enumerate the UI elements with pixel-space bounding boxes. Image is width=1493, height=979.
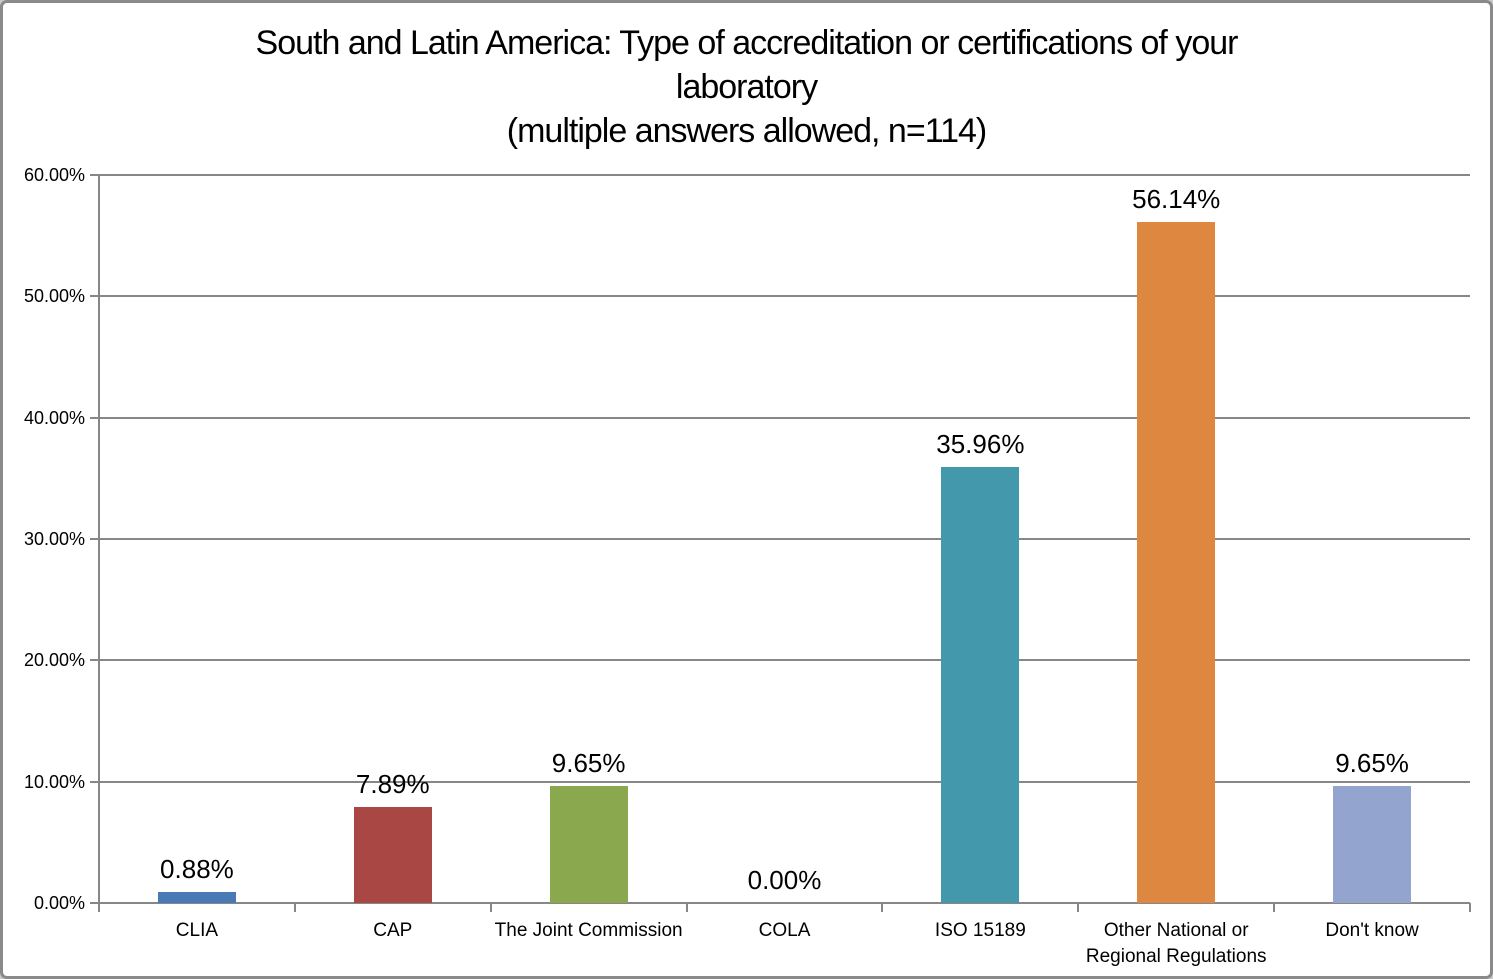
y-axis-tick-label: 40.00% <box>23 407 85 428</box>
y-axis-tick-label: 10.00% <box>23 771 85 792</box>
x-axis-tick <box>685 903 688 912</box>
y-axis-tick-label: 30.00% <box>23 529 85 549</box>
data-label: 0.00% <box>747 865 822 895</box>
y-gridline <box>99 780 1470 783</box>
y-gridline <box>99 295 1470 298</box>
category-label: COLA <box>758 920 811 941</box>
category-label: Don't know <box>1325 920 1419 941</box>
data-label: 9.65% <box>1335 747 1409 778</box>
y-gridline <box>99 416 1470 419</box>
bar-other-national-or-regional-regulations <box>1137 221 1216 903</box>
category-label: ISO 15189 <box>934 920 1026 941</box>
category-label: The Joint Commission <box>494 920 683 941</box>
x-axis-tick <box>293 903 296 912</box>
y-axis-tick <box>90 295 99 298</box>
y-axis-line <box>98 175 100 905</box>
y-gridline <box>99 659 1470 662</box>
x-axis-tick <box>1273 903 1276 912</box>
y-axis-tick-label: 50.00% <box>23 286 85 307</box>
x-axis-tick <box>1077 903 1080 912</box>
category-label: Other National or Regional Regulations <box>1085 920 1267 967</box>
bar-don-t-know <box>1333 785 1412 903</box>
bar-the-joint-commission <box>549 785 628 903</box>
y-axis-tick <box>90 780 99 783</box>
data-label: 9.65% <box>551 747 626 778</box>
chart-title: South and Latin America: Type of accredi… <box>3 21 1490 153</box>
chart-title-line-1: South and Latin America: Type of accredi… <box>255 24 1239 62</box>
x-axis-tick <box>1469 903 1471 912</box>
x-axis-tick <box>881 903 884 912</box>
y-axis-tick <box>90 416 99 419</box>
bar-cap <box>353 807 432 903</box>
y-axis-tick <box>90 174 99 176</box>
y-axis-tick-label: 0.00% <box>33 893 85 913</box>
x-axis-tick <box>98 903 100 912</box>
bar-iso-15189 <box>941 466 1020 903</box>
data-label: 56.14% <box>1132 183 1221 214</box>
y-axis-tick-label: 20.00% <box>23 650 85 671</box>
category-label: CAP <box>373 920 413 941</box>
y-axis-tick <box>90 659 99 662</box>
y-axis-tick <box>90 538 99 540</box>
data-label: 0.88% <box>160 854 234 885</box>
category-label: CLIA <box>175 920 219 941</box>
data-label: 35.96% <box>936 428 1025 459</box>
x-axis-line <box>99 902 1470 904</box>
bar-clia <box>157 892 236 903</box>
y-gridline <box>99 538 1470 540</box>
y-gridline <box>99 174 1470 176</box>
y-axis-tick <box>90 902 99 904</box>
y-axis-tick-label: 60.00% <box>23 165 85 185</box>
x-axis-tick <box>489 903 492 912</box>
chart-subtitle: (multiple answers allowed, n=114) <box>506 112 987 150</box>
chart-title-line-2: laboratory <box>675 68 818 106</box>
data-label: 7.89% <box>355 769 430 800</box>
